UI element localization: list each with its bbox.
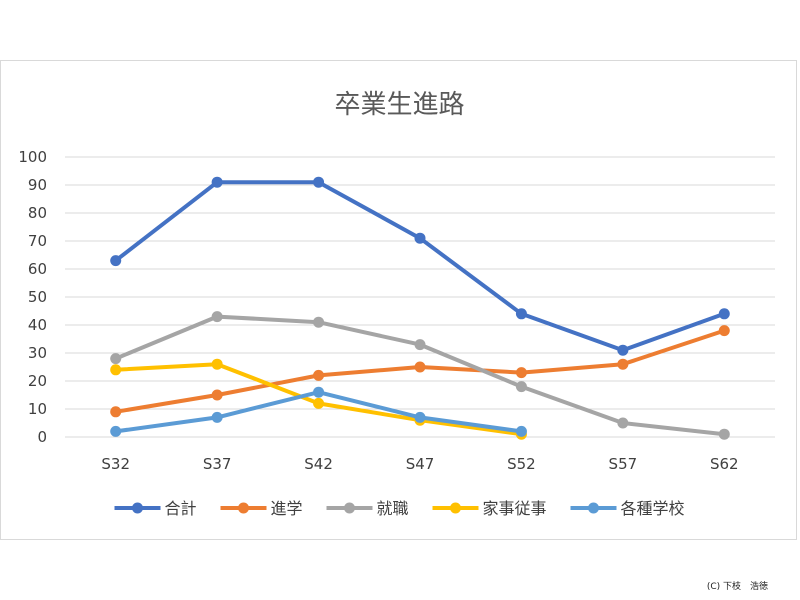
legend-item: 各種学校 xyxy=(570,499,685,518)
y-tick-label: 70 xyxy=(28,232,47,250)
legend-label: 合計 xyxy=(165,499,197,518)
data-point xyxy=(617,417,629,429)
x-tick-label: S47 xyxy=(406,455,435,473)
x-tick-label: S62 xyxy=(710,455,739,473)
legend-label: 進学 xyxy=(271,499,303,518)
data-point xyxy=(515,381,527,393)
series-lines xyxy=(110,176,730,440)
data-point xyxy=(211,311,223,323)
data-point xyxy=(414,339,426,351)
x-tick-label: S52 xyxy=(507,455,536,473)
data-point xyxy=(110,255,122,267)
data-point xyxy=(110,425,122,437)
legend-item: 合計 xyxy=(114,499,197,518)
data-point xyxy=(313,369,325,381)
data-point xyxy=(110,353,122,365)
data-point xyxy=(515,425,527,437)
x-tick-label: S37 xyxy=(203,455,232,473)
chart-area: 卒業生進路 0 10 20 30 40 50 60 70 80 90 100 S32 S37 S42 S4… xyxy=(0,60,797,540)
legend-item: 就職 xyxy=(326,499,409,518)
chart-title: 卒業生進路 xyxy=(334,90,464,120)
legend: 合計 進学 就職 家事従事 各種学校 xyxy=(114,499,685,518)
data-point xyxy=(211,358,223,370)
y-tick-label: 80 xyxy=(28,204,47,222)
data-point xyxy=(718,308,730,320)
y-tick-label: 0 xyxy=(37,428,47,446)
legend-marker xyxy=(132,502,143,514)
y-tick-label: 20 xyxy=(28,372,47,390)
data-point xyxy=(211,411,223,423)
y-tick-label: 100 xyxy=(18,148,47,166)
data-point xyxy=(313,386,325,398)
legend-marker xyxy=(450,502,461,514)
y-tick-label: 50 xyxy=(28,288,47,306)
y-axis-ticks: 0 10 20 30 40 50 60 70 80 90 100 xyxy=(18,148,47,446)
data-point xyxy=(718,428,730,440)
data-point xyxy=(211,389,223,401)
x-axis-ticks: S32 S37 S42 S47 S52 S57 S62 xyxy=(101,455,738,473)
series-合計 xyxy=(110,176,730,356)
series-各種学校 xyxy=(110,386,527,437)
series-就職 xyxy=(110,311,730,440)
legend-item: 家事従事 xyxy=(432,499,547,518)
data-point xyxy=(110,406,122,418)
data-point xyxy=(211,176,223,188)
y-tick-label: 10 xyxy=(28,400,47,418)
data-point xyxy=(414,361,426,373)
line-chart: 卒業生進路 0 10 20 30 40 50 60 70 80 90 100 S32 S37 S42 S4… xyxy=(18,90,775,518)
data-point xyxy=(617,344,629,356)
copyright-credit: (C) 下枝 浩徳 xyxy=(706,582,768,592)
gridlines xyxy=(65,156,775,438)
legend-label: 就職 xyxy=(377,499,409,518)
legend-label: 各種学校 xyxy=(621,499,685,518)
data-point xyxy=(617,358,629,370)
legend-item: 進学 xyxy=(220,499,303,518)
y-tick-label: 40 xyxy=(28,316,47,334)
data-point xyxy=(515,367,527,379)
x-tick-label: S42 xyxy=(304,455,333,473)
data-point xyxy=(414,232,426,244)
y-tick-label: 90 xyxy=(28,176,47,194)
legend-marker xyxy=(238,502,249,514)
data-point xyxy=(515,308,527,320)
legend-label: 家事従事 xyxy=(483,499,547,518)
data-point xyxy=(414,411,426,423)
x-tick-label: S32 xyxy=(101,455,130,473)
x-tick-label: S57 xyxy=(609,455,638,473)
data-point xyxy=(313,397,325,409)
data-point xyxy=(110,364,122,376)
series-進学 xyxy=(110,325,730,418)
y-tick-label: 60 xyxy=(28,260,47,278)
data-point xyxy=(313,176,325,188)
legend-marker xyxy=(344,502,355,514)
legend-marker xyxy=(588,502,599,514)
data-point xyxy=(718,325,730,337)
data-point xyxy=(313,316,325,328)
y-tick-label: 30 xyxy=(28,344,47,362)
